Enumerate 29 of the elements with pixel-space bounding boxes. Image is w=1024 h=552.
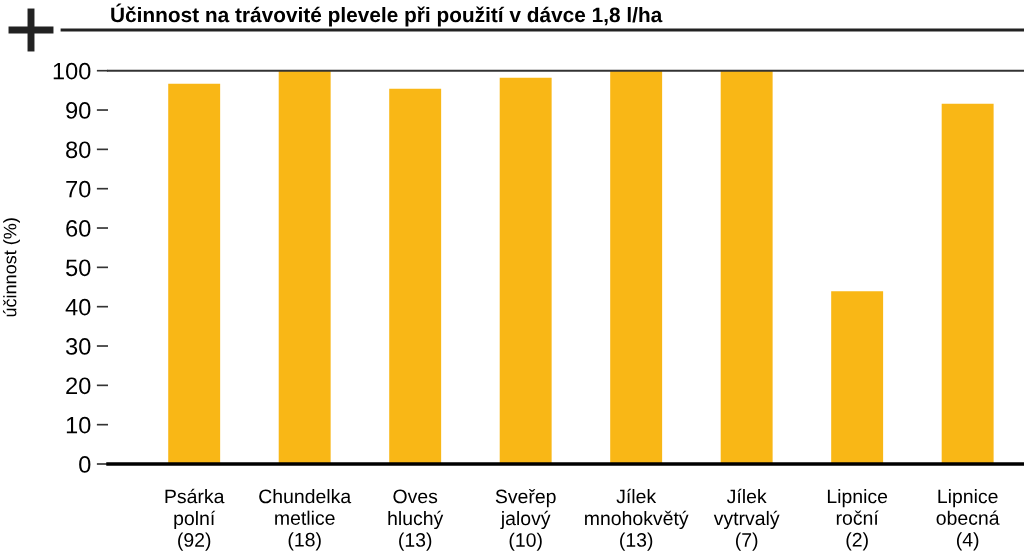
y-tick-label: 70 <box>66 180 91 198</box>
bar <box>278 70 331 464</box>
bar <box>610 70 663 464</box>
y-tick-label: 10 <box>66 416 91 434</box>
bar <box>168 83 221 464</box>
bar <box>831 291 884 464</box>
y-tick-label: 60 <box>66 220 91 237</box>
x-tick-label: Jílek mnohokvětý (13) <box>585 488 689 551</box>
chart-title: Účinnost na trávovité plevele při použití v dávce 1,8 l/ha <box>111 3 663 27</box>
x-tick-label: Psárka polní (92) <box>165 488 225 551</box>
y-tick-label: 100 <box>53 62 91 80</box>
x-tick-label: Jílek vytrvalý (7) <box>713 488 780 551</box>
y-tick-label: 30 <box>65 338 91 355</box>
x-tick-label: Sveřep jalový (10) <box>495 489 556 551</box>
bar <box>720 70 773 464</box>
x-tick-label: Oves hluchý (13) <box>388 489 444 551</box>
bar <box>941 103 994 464</box>
bar <box>499 77 552 464</box>
x-tick-label: Chundelka metlice (18) <box>259 489 352 551</box>
y-tick-label: 20 <box>66 377 91 395</box>
y-tick-label: 80 <box>66 141 91 159</box>
y-tick-label: 40 <box>65 298 91 316</box>
y-tick-label: 0 <box>79 456 91 473</box>
y-tick-label: 50 <box>66 259 91 277</box>
bar <box>389 88 442 464</box>
x-tick-label: Lipnice roční (2) <box>827 489 888 551</box>
y-tick-label: 90 <box>66 102 91 119</box>
y-axis-title: účinnost (%) <box>2 218 20 317</box>
x-tick-label: Lipnice obecná (4) <box>936 489 1000 551</box>
